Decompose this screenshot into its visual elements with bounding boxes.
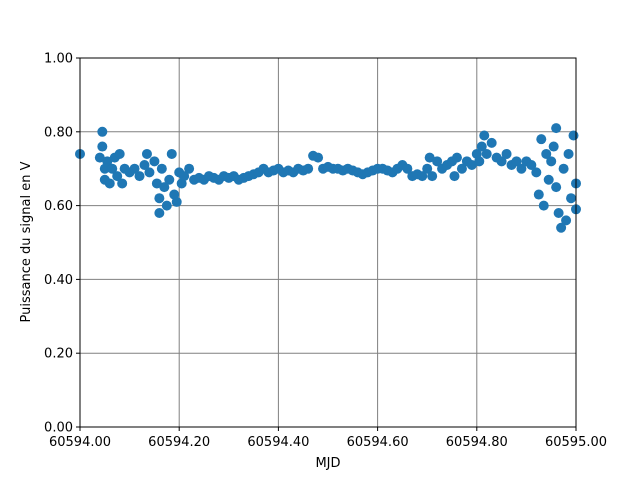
point (149, 156, 160, 167)
point (417, 171, 428, 182)
x-axis-label: MJD (315, 456, 340, 471)
point (134, 171, 145, 182)
point (102, 156, 113, 167)
point (558, 163, 569, 174)
y-tick-label: 0.80 (44, 125, 73, 140)
point (538, 200, 549, 211)
y-axis-label: Puissance du signal en V (19, 161, 34, 322)
point (561, 215, 572, 226)
point (402, 163, 413, 174)
point (112, 171, 123, 182)
point (313, 152, 324, 163)
point (117, 178, 128, 189)
point (144, 167, 155, 178)
point (161, 200, 172, 211)
x-tick-label: 60594.40 (247, 435, 309, 450)
point (427, 171, 438, 182)
y-tick-label: 0.20 (44, 347, 73, 362)
y-tick-label: 0.00 (44, 421, 73, 436)
point (479, 130, 490, 141)
point (114, 148, 125, 159)
point (496, 156, 507, 167)
point (159, 182, 170, 193)
point (516, 163, 527, 174)
point (451, 152, 462, 163)
point (154, 193, 165, 204)
point (456, 163, 467, 174)
point (551, 182, 562, 193)
point (548, 141, 559, 152)
point (501, 148, 512, 159)
y-tick-label: 0.40 (44, 273, 73, 288)
point (154, 207, 165, 218)
point (541, 148, 552, 159)
point (164, 174, 175, 185)
point (166, 148, 177, 159)
point (97, 141, 108, 152)
point (171, 196, 182, 207)
y-tick-label: 1.00 (44, 52, 73, 67)
point (474, 156, 485, 167)
point (476, 141, 487, 152)
point (543, 174, 554, 185)
point (303, 163, 314, 174)
point (107, 163, 118, 174)
point (553, 207, 564, 218)
x-tick-label: 60594.00 (49, 435, 111, 450)
point (424, 152, 435, 163)
point (179, 171, 190, 182)
point (184, 163, 195, 174)
point (551, 123, 562, 134)
point (481, 148, 492, 159)
point (422, 163, 433, 174)
point (129, 163, 140, 174)
point (563, 148, 574, 159)
point (466, 160, 477, 171)
plot-frame (79, 57, 577, 428)
point (156, 163, 167, 174)
point (556, 222, 567, 233)
point (533, 189, 544, 200)
point (141, 148, 152, 159)
point (546, 156, 557, 167)
x-tick-label: 60594.20 (148, 435, 210, 450)
point (94, 152, 105, 163)
y-tick-label: 0.60 (44, 199, 73, 214)
point (449, 171, 460, 182)
point (526, 160, 537, 171)
point (104, 178, 115, 189)
point (536, 134, 547, 145)
point (139, 160, 150, 171)
x-tick-label: 60594.80 (446, 435, 508, 450)
point (151, 178, 162, 189)
x-tick-label: 60595.00 (545, 435, 607, 450)
point (511, 156, 522, 167)
point (97, 126, 108, 137)
x-tick-label: 60594.60 (347, 435, 409, 450)
point (566, 193, 577, 204)
point (531, 167, 542, 178)
point (486, 137, 497, 148)
point (432, 156, 443, 167)
point (568, 130, 579, 141)
